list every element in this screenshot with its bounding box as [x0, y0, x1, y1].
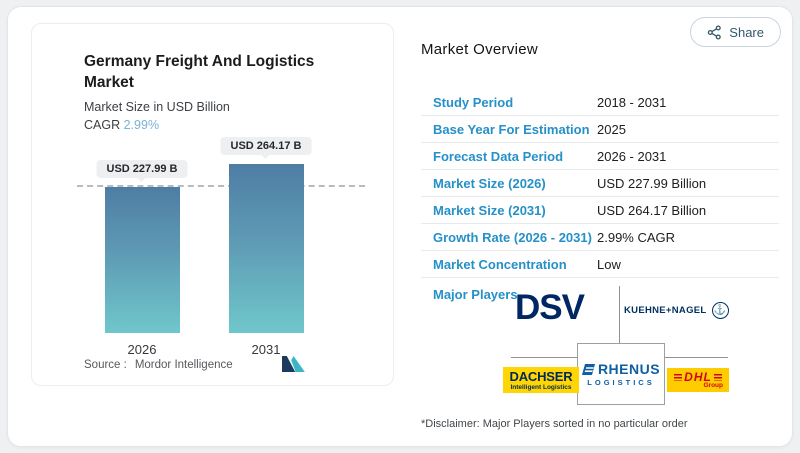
- chart-subtitle: Market Size in USD Billion: [84, 99, 230, 114]
- report-card: Share Germany Freight And Logistics Mark…: [7, 6, 793, 447]
- connector-line: [511, 357, 577, 358]
- dhl-stripes-icon: [713, 373, 722, 381]
- overview-row: Market Size (2026) USD 227.99 Billion: [421, 170, 779, 197]
- overview-row: Forecast Data Period 2026 - 2031: [421, 143, 779, 170]
- anchor-icon: ⚓: [711, 302, 729, 319]
- share-label: Share: [729, 24, 764, 40]
- chart-cagr: CAGR 2.99%: [84, 118, 334, 132]
- share-button[interactable]: Share: [690, 17, 781, 47]
- dachser-tagline: Intelligent Logistics: [510, 383, 572, 391]
- row-value: 2026 - 2031: [597, 148, 667, 164]
- dsv-logo: DSV: [515, 288, 585, 327]
- bar-2031: [229, 164, 304, 333]
- dachser-logo: DACHSER Intelligent Logistics: [503, 367, 579, 393]
- row-label: Market Size (2031): [433, 202, 546, 218]
- overview-row: Growth Rate (2026 - 2031) 2.99% CAGR: [421, 224, 779, 251]
- disclaimer-text: *Disclaimer: Major Players sorted in no …: [421, 418, 688, 430]
- row-value: USD 227.99 Billion: [597, 175, 707, 191]
- dhl-stripes-icon: [674, 373, 683, 381]
- dachser-wordmark: DACHSER: [509, 368, 573, 384]
- reference-dashed-line: [77, 185, 365, 187]
- bar-chart-plot: USD 227.99 B USD 264.17 B 2026 2031: [77, 134, 365, 357]
- major-players-section: Major Players DSV KUEHNE+NAGEL ⚓ RHENUS: [421, 278, 779, 410]
- chart-title: Germany Freight And Logistics Market: [84, 53, 315, 91]
- dhl-subtext: Group: [703, 382, 724, 390]
- kuehne-nagel-logo: KUEHNE+NAGEL ⚓: [624, 302, 729, 319]
- overview-row: Market Size (2031) USD 264.17 Billion: [421, 197, 779, 224]
- bar-2026: [105, 187, 180, 333]
- row-label: Growth Rate (2026 - 2031): [433, 229, 592, 245]
- x-tick-2026: 2026: [127, 342, 157, 357]
- row-label: Forecast Data Period: [433, 148, 564, 164]
- source-label: Source :: [84, 359, 127, 371]
- kuehne-nagel-wordmark: KUEHNE+NAGEL: [624, 305, 707, 316]
- row-value: 2.99% CAGR: [597, 229, 676, 245]
- rhenus-wordmark: RHENUS: [597, 361, 661, 377]
- row-label: Base Year For Estimation: [433, 121, 590, 137]
- market-overview-panel: Market Overview Study Period 2018 - 2031…: [421, 41, 779, 430]
- rhenus-subtext: LOGISTICS: [587, 378, 655, 387]
- overview-table: Study Period 2018 - 2031 Base Year For E…: [421, 89, 779, 278]
- bar-value-label-2031: USD 264.17 B: [220, 137, 312, 159]
- chart-header: Germany Freight And Logistics Market Mar…: [84, 52, 334, 132]
- overview-row: Base Year For Estimation 2025: [421, 116, 779, 143]
- cagr-value: 2.99%: [123, 117, 160, 132]
- overview-title: Market Overview: [421, 41, 539, 58]
- market-size-chart-card: Germany Freight And Logistics Market Mar…: [31, 23, 394, 386]
- row-label: Market Concentration: [433, 256, 567, 272]
- rhenus-logo: RHENUS LOGISTICS: [577, 343, 665, 405]
- connector-line: [665, 357, 728, 358]
- source-row: Source : Mordor Intelligence: [84, 356, 373, 374]
- rhenus-flag-icon: [581, 363, 595, 375]
- overview-row: Market Concentration Low: [421, 251, 779, 278]
- connector-line: [619, 286, 620, 343]
- row-value: USD 264.17 Billion: [597, 202, 707, 218]
- share-icon: [708, 24, 722, 40]
- row-value: 2025: [597, 121, 626, 137]
- source-name: Mordor Intelligence: [134, 359, 233, 371]
- major-players-label: Major Players: [433, 287, 518, 302]
- mordor-intelligence-logo-icon: [282, 356, 305, 372]
- dhl-logo: DHL Group: [667, 368, 729, 392]
- cagr-label: CAGR: [84, 117, 121, 132]
- row-value: Low: [597, 256, 621, 272]
- bar-value-label-2026: USD 227.99 B: [96, 160, 188, 182]
- x-tick-2031: 2031: [251, 342, 281, 357]
- dhl-wordmark: DHL: [684, 370, 712, 385]
- row-label: Study Period: [433, 94, 514, 110]
- overview-row: Study Period 2018 - 2031: [421, 89, 779, 116]
- row-value: 2018 - 2031: [597, 94, 667, 110]
- row-label: Market Size (2026): [433, 175, 546, 191]
